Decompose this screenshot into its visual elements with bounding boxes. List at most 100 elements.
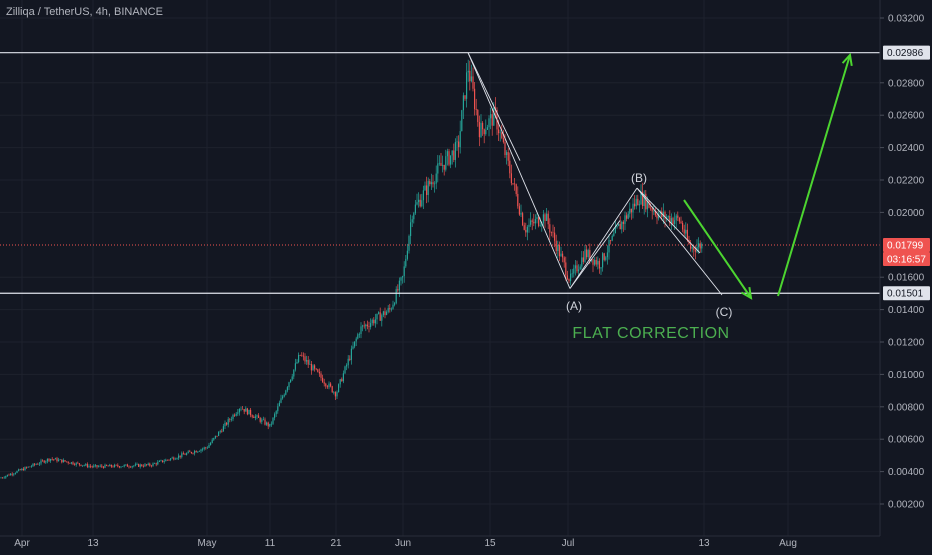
candle-body [400,277,402,281]
candle-body [526,226,528,233]
time-tick-label: 11 [265,538,276,549]
candle-body [627,213,629,219]
candle-body [342,373,344,382]
candle-body [506,152,508,156]
candle-body [454,142,456,160]
candle-body [568,279,570,282]
candle-body [266,422,268,425]
candle-body [203,447,205,449]
candle-body [586,249,588,258]
candle-body [395,289,397,304]
candle-body [50,458,52,461]
candle-body [373,319,375,324]
candle-body [283,394,285,397]
candle-body [662,211,664,217]
candle-body [640,191,642,205]
candle-body [187,451,189,454]
candle-body [490,114,492,119]
candle-body [158,460,160,462]
candle-body [366,324,368,327]
candle-body [550,232,552,233]
candle-body [197,451,199,453]
candle-body [59,459,61,461]
candle-body [146,464,148,465]
candle-body [18,469,20,471]
candle-body [2,477,4,479]
candle-body [222,426,224,432]
candle-body [218,432,220,437]
price-axis[interactable]: 0.03200 0.02800 0.02600 0.02400 0.02200 0.020… [879,0,932,550]
wave-guide-line [467,52,521,161]
candle-body [248,409,250,415]
candle-body [3,477,5,479]
candle-body [22,468,24,471]
candle-body [40,460,42,464]
candle-body [613,233,615,236]
candle-body [587,250,589,258]
candle-body [43,460,45,463]
candle-body [381,315,383,321]
candle-body [269,423,271,427]
candle-body [326,386,328,388]
candle-body [642,191,644,207]
candle-body [546,213,548,221]
candle-body [461,110,463,132]
candle-body [504,142,506,156]
candle-body [14,472,16,474]
candle-body [384,311,386,315]
candle-body [558,244,560,257]
candle-body [358,333,360,335]
candle-body [597,260,599,265]
candle-body [534,219,536,224]
candle-body [270,423,272,425]
candle-body [26,467,28,468]
candle-body [488,118,490,128]
price-tick-label: 0.00400 [888,467,925,478]
candle-body [282,396,284,399]
candle-body [277,406,279,412]
candle-body [318,371,320,374]
candle-body [182,453,184,455]
price-tick-label: 0.01600 [888,273,925,284]
candle-body [165,459,167,462]
candle-body [298,355,300,363]
candle-body [154,463,156,464]
candle-body [469,70,471,82]
candle-body [66,461,68,463]
candle-body [670,218,672,223]
wave-label: (A) [566,299,582,313]
candle-body [128,466,130,468]
candle-body [438,162,440,164]
candle-body [394,303,396,305]
candle-body [181,453,183,457]
candle-body [280,398,282,403]
candle-body [502,138,504,143]
candle-body [539,225,541,226]
candle-body [578,269,580,272]
candle-body [232,414,234,420]
candle-body [90,465,92,467]
time-axis[interactable]: Apr 13 May 11 21 Jun 15 Jul 13 Aug [0,535,880,549]
candle-body [174,458,176,460]
candle-body [162,460,164,463]
candle-body [637,198,639,206]
candle-body [42,460,44,462]
candle-body [650,207,652,209]
candle-body [254,416,256,418]
candle-body [354,341,356,347]
candle-body [413,213,415,220]
candle-body [379,312,381,321]
candle-body [389,308,391,310]
candle-body [261,419,263,422]
candle-body [346,365,348,367]
candle-body [10,473,12,476]
candle-body [54,458,56,460]
candle-body [214,435,216,438]
candle-body [574,265,576,269]
candle-body [382,311,384,316]
wave-line [569,187,638,289]
candle-body [392,304,394,309]
candle-body [312,365,314,371]
